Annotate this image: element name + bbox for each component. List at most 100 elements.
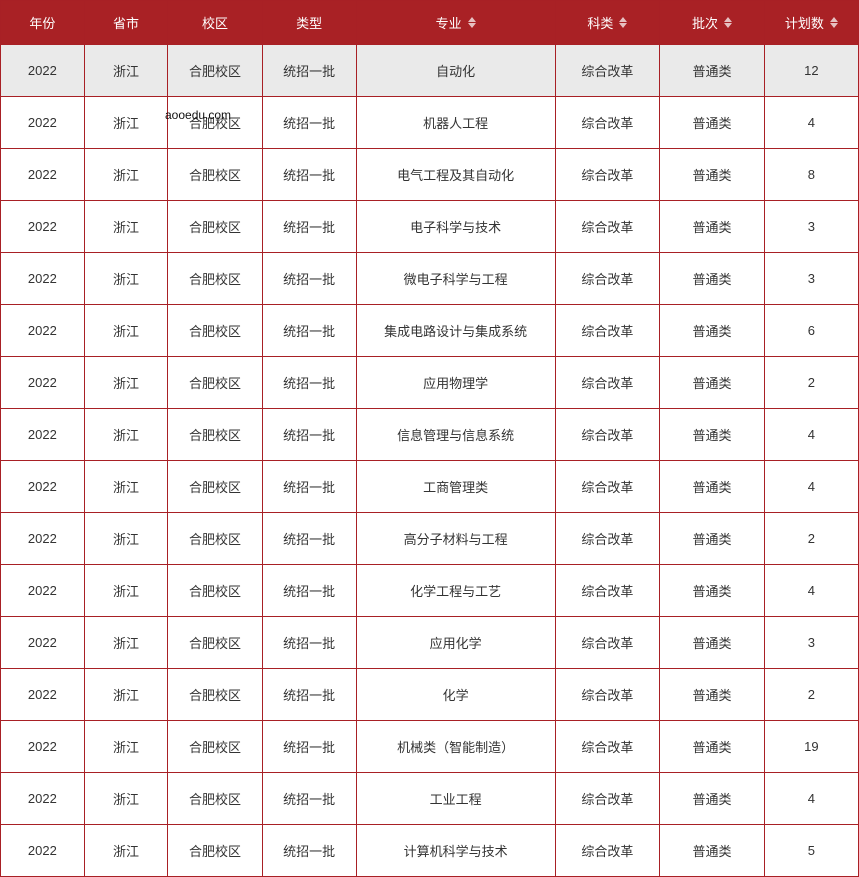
cell-batch: 普通类 — [660, 149, 765, 201]
sort-icon[interactable] — [724, 17, 732, 28]
cell-year: 2022 — [1, 305, 85, 357]
cell-major: 信息管理与信息系统 — [356, 409, 555, 461]
cell-year: 2022 — [1, 461, 85, 513]
column-header-label: 计划数 — [785, 13, 824, 32]
cell-batch: 普通类 — [660, 97, 765, 149]
cell-campus: 合肥校区 — [168, 565, 262, 617]
table-row: 2022浙江合肥校区统招一批应用化学综合改革普通类3 — [1, 617, 859, 669]
cell-campus: 合肥校区 — [168, 97, 262, 149]
column-header-batch[interactable]: 批次 — [660, 1, 765, 45]
cell-category: 综合改革 — [555, 253, 660, 305]
table-row: 2022浙江合肥校区统招一批机械类（智能制造）综合改革普通类19 — [1, 721, 859, 773]
cell-campus: 合肥校区 — [168, 513, 262, 565]
cell-province: 浙江 — [84, 669, 168, 721]
cell-category: 综合改革 — [555, 565, 660, 617]
cell-type: 统招一批 — [262, 97, 356, 149]
cell-major: 工业工程 — [356, 773, 555, 825]
cell-province: 浙江 — [84, 305, 168, 357]
table-row: 2022浙江合肥校区统招一批计算机科学与技术综合改革普通类5 — [1, 825, 859, 877]
cell-year: 2022 — [1, 409, 85, 461]
cell-type: 统招一批 — [262, 305, 356, 357]
cell-batch: 普通类 — [660, 565, 765, 617]
cell-category: 综合改革 — [555, 97, 660, 149]
cell-major: 机械类（智能制造） — [356, 721, 555, 773]
cell-major: 应用物理学 — [356, 357, 555, 409]
cell-plan: 8 — [764, 149, 858, 201]
sort-icon[interactable] — [468, 17, 476, 28]
cell-type: 统招一批 — [262, 461, 356, 513]
cell-batch: 普通类 — [660, 45, 765, 97]
cell-campus: 合肥校区 — [168, 669, 262, 721]
cell-major: 机器人工程 — [356, 97, 555, 149]
cell-type: 统招一批 — [262, 721, 356, 773]
cell-type: 统招一批 — [262, 201, 356, 253]
column-header-province: 省市 — [84, 1, 168, 45]
cell-plan: 2 — [764, 669, 858, 721]
sort-icon[interactable] — [619, 17, 627, 28]
cell-plan: 2 — [764, 357, 858, 409]
cell-year: 2022 — [1, 45, 85, 97]
cell-category: 综合改革 — [555, 721, 660, 773]
cell-campus: 合肥校区 — [168, 773, 262, 825]
cell-year: 2022 — [1, 565, 85, 617]
table-row: 2022浙江合肥校区统招一批应用物理学综合改革普通类2 — [1, 357, 859, 409]
cell-year: 2022 — [1, 513, 85, 565]
cell-batch: 普通类 — [660, 825, 765, 877]
cell-campus: 合肥校区 — [168, 825, 262, 877]
cell-campus: 合肥校区 — [168, 617, 262, 669]
column-header-major[interactable]: 专业 — [356, 1, 555, 45]
column-header-label: 类型 — [296, 16, 322, 31]
cell-major: 应用化学 — [356, 617, 555, 669]
table-row: 2022浙江合肥校区统招一批化学工程与工艺综合改革普通类4 — [1, 565, 859, 617]
cell-campus: 合肥校区 — [168, 45, 262, 97]
table-row: 2022浙江合肥校区统招一批微电子科学与工程综合改革普通类3 — [1, 253, 859, 305]
cell-plan: 2 — [764, 513, 858, 565]
sort-icon[interactable] — [830, 17, 838, 28]
cell-plan: 3 — [764, 201, 858, 253]
table-row: 2022浙江合肥校区统招一批机器人工程综合改革普通类4 — [1, 97, 859, 149]
admissions-plan-table: 年份省市校区类型专业科类批次计划数 2022浙江合肥校区统招一批自动化综合改革普… — [0, 0, 859, 877]
cell-plan: 3 — [764, 253, 858, 305]
cell-major: 化学 — [356, 669, 555, 721]
table-row: 2022浙江合肥校区统招一批高分子材料与工程综合改革普通类2 — [1, 513, 859, 565]
cell-year: 2022 — [1, 357, 85, 409]
cell-year: 2022 — [1, 617, 85, 669]
cell-campus: 合肥校区 — [168, 253, 262, 305]
cell-province: 浙江 — [84, 45, 168, 97]
cell-campus: 合肥校区 — [168, 721, 262, 773]
cell-province: 浙江 — [84, 617, 168, 669]
table-row: 2022浙江合肥校区统招一批集成电路设计与集成系统综合改革普通类6 — [1, 305, 859, 357]
column-header-label: 校区 — [202, 16, 228, 31]
column-header-label: 专业 — [436, 13, 462, 32]
cell-category: 综合改革 — [555, 461, 660, 513]
cell-type: 统招一批 — [262, 409, 356, 461]
cell-batch: 普通类 — [660, 409, 765, 461]
cell-province: 浙江 — [84, 565, 168, 617]
cell-category: 综合改革 — [555, 305, 660, 357]
cell-batch: 普通类 — [660, 253, 765, 305]
cell-province: 浙江 — [84, 461, 168, 513]
cell-category: 综合改革 — [555, 149, 660, 201]
cell-type: 统招一批 — [262, 773, 356, 825]
column-header-label: 省市 — [113, 16, 139, 31]
cell-province: 浙江 — [84, 721, 168, 773]
cell-province: 浙江 — [84, 97, 168, 149]
cell-type: 统招一批 — [262, 253, 356, 305]
cell-major: 电气工程及其自动化 — [356, 149, 555, 201]
cell-type: 统招一批 — [262, 149, 356, 201]
cell-year: 2022 — [1, 721, 85, 773]
cell-year: 2022 — [1, 773, 85, 825]
cell-province: 浙江 — [84, 149, 168, 201]
cell-batch: 普通类 — [660, 305, 765, 357]
cell-batch: 普通类 — [660, 773, 765, 825]
cell-campus: 合肥校区 — [168, 149, 262, 201]
cell-type: 统招一批 — [262, 565, 356, 617]
column-header-plan[interactable]: 计划数 — [764, 1, 858, 45]
cell-plan: 5 — [764, 825, 858, 877]
column-header-category[interactable]: 科类 — [555, 1, 660, 45]
table-row: 2022浙江合肥校区统招一批化学综合改革普通类2 — [1, 669, 859, 721]
column-header-campus: 校区 — [168, 1, 262, 45]
cell-campus: 合肥校区 — [168, 201, 262, 253]
cell-province: 浙江 — [84, 201, 168, 253]
column-header-label: 批次 — [692, 13, 718, 32]
